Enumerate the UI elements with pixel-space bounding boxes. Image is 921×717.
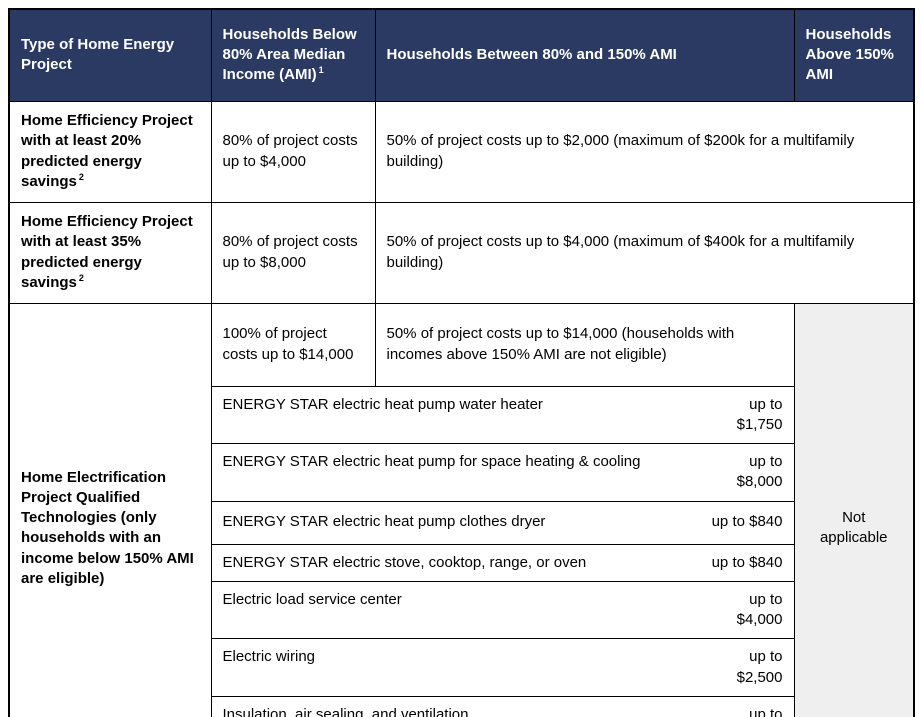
- rebate-table: Type of Home Energy Project Households B…: [8, 8, 915, 717]
- row-item-wiring: Electric wiring up to $2,500: [9, 638, 914, 697]
- cell-item-space-heating: ENERGY STAR electric heat pump for space…: [210, 443, 795, 502]
- cell-efficiency-35-project: Home Efficiency Project with at least 35…: [8, 201, 212, 304]
- cell-item-wiring: Electric wiring up to $2,500: [210, 638, 795, 697]
- cell-not-applicable: Not applicable: [793, 302, 915, 717]
- header-row: Type of Home Energy Project Households B…: [8, 8, 915, 102]
- cell-efficiency-20-project: Home Efficiency Project with at least 20…: [8, 100, 212, 203]
- item-clothes-dryer-label: ENERGY STAR electric heat pump clothes d…: [222, 513, 546, 531]
- efficiency-35-project-label: Home Efficiency Project with at least 35…: [21, 213, 193, 291]
- row-efficiency-35: Home Efficiency Project with at least 35…: [8, 201, 915, 304]
- row-item-load-center: Electric load service center up to $4,00…: [9, 580, 914, 640]
- item-space-heating-amount: up to $8,000: [736, 453, 783, 491]
- row-electrification-main: Home Electrification Project Qualified T…: [8, 302, 915, 717]
- item-wiring-label: Electric wiring: [222, 648, 316, 666]
- not-applicable-label: Not applicable: [819, 509, 888, 547]
- cell-efficiency-35-below80: 80% of project costs up to $8,000: [210, 201, 376, 304]
- header-between-80-150-ami: Households Between 80% and 150% AMI: [374, 8, 795, 102]
- electrification-project-label: Home Electrification Project Qualified T…: [21, 468, 194, 587]
- electrification-between-value: 50% of project costs up to $14,000 (hous…: [386, 325, 735, 363]
- header-above-150-ami-label: Households Above 150% AMI: [805, 25, 894, 84]
- header-between-80-150-ami-label: Households Between 80% and 150% AMI: [386, 46, 677, 64]
- item-space-heating-label: ENERGY STAR electric heat pump for space…: [222, 453, 641, 470]
- item-load-center-label: Electric load service center: [222, 590, 402, 608]
- cell-electrification-between: 50% of project costs up to $14,000 (hous…: [374, 302, 795, 387]
- row-item-clothes-dryer: ENERGY STAR electric heat pump clothes d…: [9, 500, 914, 545]
- cell-item-clothes-dryer: ENERGY STAR electric heat pump clothes d…: [210, 500, 795, 545]
- header-project-type: Type of Home Energy Project: [8, 8, 212, 102]
- cell-item-stove: ENERGY STAR electric stove, cooktop, ran…: [210, 543, 795, 582]
- cell-electrification-below80: 100% of project costs up to $14,000: [210, 302, 376, 387]
- item-load-center-amount: up to $4,000: [736, 590, 783, 628]
- row-item-water-heater: ENERGY STAR electric heat pump water hea…: [9, 385, 914, 444]
- efficiency-35-between-above-value: 50% of project costs up to $4,000 (maxim…: [386, 233, 855, 271]
- item-water-heater-label: ENERGY STAR electric heat pump water hea…: [222, 395, 543, 413]
- cell-efficiency-20-between-above: 50% of project costs up to $2,000 (maxim…: [374, 100, 915, 203]
- header-project-type-label: Type of Home Energy Project: [21, 36, 175, 74]
- efficiency-35-below80-value: 80% of project costs up to $8,000: [222, 233, 358, 271]
- item-wiring-amount: up to $2,500: [736, 648, 783, 686]
- efficiency-20-between-above-value: 50% of project costs up to $2,000 (maxim…: [386, 132, 855, 170]
- item-clothes-dryer-amount: up to $840: [711, 513, 783, 531]
- cell-efficiency-20-below80: 80% of project costs up to $4,000: [210, 100, 376, 203]
- header-below-80-ami: Households Below 80% Area Median Income …: [210, 8, 376, 102]
- row-efficiency-20: Home Efficiency Project with at least 20…: [8, 100, 915, 203]
- header-above-150-ami: Households Above 150% AMI: [793, 8, 915, 102]
- row-item-stove: ENERGY STAR electric stove, cooktop, ran…: [9, 543, 914, 582]
- footnote-marker-1: 1: [318, 65, 324, 76]
- cell-item-load-center: Electric load service center up to $4,00…: [210, 580, 795, 640]
- item-insulation-amount: up to $1,600: [749, 705, 783, 717]
- header-below-80-ami-label: Households Below 80% Area Median Income …: [222, 25, 357, 84]
- cell-electrification-project: Home Electrification Project Qualified T…: [8, 302, 212, 717]
- item-stove-amount: up to $840: [711, 553, 783, 571]
- electrification-below80-value: 100% of project costs up to $14,000: [222, 325, 354, 363]
- cell-item-water-heater: ENERGY STAR electric heat pump water hea…: [210, 385, 795, 444]
- item-insulation-label: Insulation, air sealing, and ventilation: [222, 705, 469, 717]
- efficiency-20-below80-value: 80% of project costs up to $4,000: [222, 132, 358, 170]
- item-water-heater-amount: up to $1,750: [736, 395, 783, 433]
- footnote-marker-2: 2: [78, 171, 84, 182]
- item-stove-label: ENERGY STAR electric stove, cooktop, ran…: [222, 553, 587, 571]
- footnote-marker-2: 2: [78, 272, 84, 283]
- row-item-insulation: Insulation, air sealing, and ventilation…: [9, 695, 914, 717]
- cell-efficiency-35-between-above: 50% of project costs up to $4,000 (maxim…: [374, 201, 915, 304]
- cell-item-insulation: Insulation, air sealing, and ventilation…: [210, 695, 795, 717]
- efficiency-20-project-label: Home Efficiency Project with at least 20…: [21, 112, 193, 190]
